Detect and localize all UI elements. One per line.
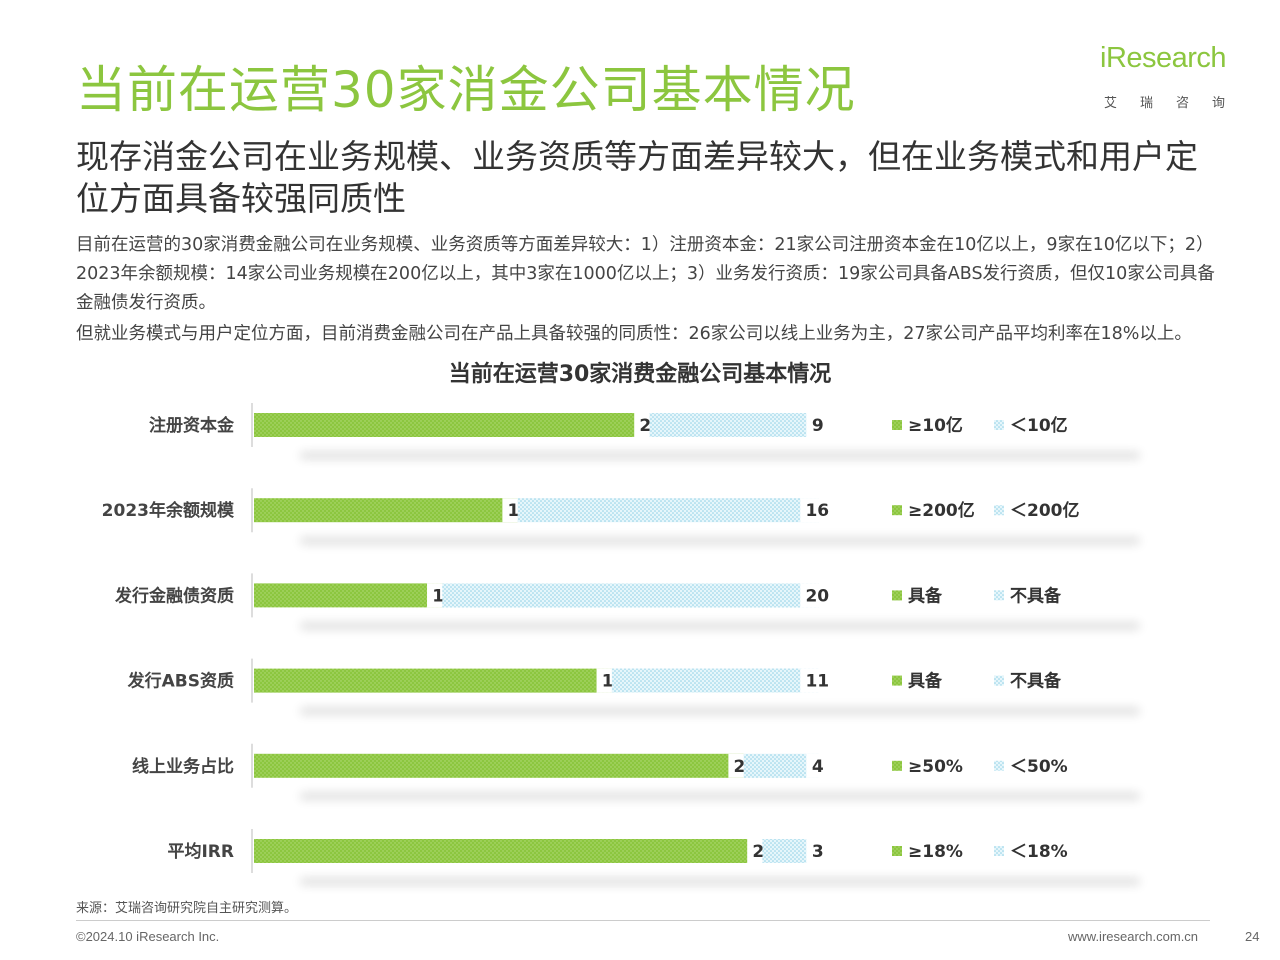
bar-segment-primary <box>254 668 612 693</box>
data-label: 16 <box>805 501 829 521</box>
data-label: 3 <box>812 842 824 862</box>
bar-segment-primary <box>254 498 518 523</box>
legend-label: 不具备 <box>1010 585 1062 606</box>
page-number: 24 <box>1245 929 1260 944</box>
bar-segment-secondary <box>611 668 819 693</box>
legend-swatch-secondary <box>994 675 1004 686</box>
data-label: 9 <box>812 416 824 436</box>
legend-swatch-primary <box>892 675 902 686</box>
category-label: 平均IRR <box>167 841 234 862</box>
bar-segment-primary <box>254 839 763 863</box>
row-shadow <box>300 707 1140 715</box>
legend-label: 具备 <box>907 585 943 606</box>
legend-swatch-primary <box>892 420 902 430</box>
category-label: 发行ABS资质 <box>127 671 234 692</box>
legend-swatch-secondary <box>994 846 1004 856</box>
logo-subtext: 艾瑞咨询 <box>1104 96 1249 111</box>
copyright: ©2024.10 iResearch Inc. <box>76 929 220 944</box>
data-label-box <box>800 498 835 523</box>
legend-swatch-secondary <box>994 505 1004 516</box>
legend-swatch-secondary <box>994 590 1004 601</box>
category-label: 2023年余额规模 <box>102 500 235 521</box>
chart-title: 当前在运营30家消费金融公司基本情况 <box>448 362 832 387</box>
row-shadow <box>300 878 1140 885</box>
page-subtitle: 现存消金公司在业务规模、业务资质等方面差异较大，但在业务模式和用户定位方面具备较… <box>76 137 1198 218</box>
page-title: 当前在运营30家消金公司基本情况 <box>76 61 856 119</box>
legend-label: ＜50% <box>1010 757 1068 777</box>
footer-divider <box>76 920 1210 921</box>
legend-swatch-primary <box>892 505 902 516</box>
bar-segment-secondary <box>442 583 819 608</box>
iresearch-logo: iResearch 艾瑞咨询 <box>1100 42 1250 114</box>
legend-label: ＜10亿 <box>1010 415 1068 436</box>
row-shadow <box>300 622 1140 630</box>
row-shadow <box>300 452 1140 459</box>
legend-swatch-secondary <box>994 760 1004 771</box>
legend-swatch-primary <box>892 846 902 856</box>
legend-label: ≥50% <box>908 757 963 777</box>
data-label: 20 <box>805 586 829 606</box>
bar-segment-primary <box>254 413 650 437</box>
legend-swatch-primary <box>892 590 902 601</box>
data-label-box <box>806 753 830 778</box>
data-label: 11 <box>805 672 829 692</box>
legend-label: ≥18% <box>908 842 963 862</box>
data-label-box <box>800 668 835 693</box>
website-link[interactable]: www.iresearch.com.cn <box>1068 929 1199 944</box>
legend-label: 具备 <box>907 671 943 692</box>
data-label-box <box>800 583 835 608</box>
legend-label: ＜200亿 <box>1010 500 1080 521</box>
bar-segment-secondary <box>649 413 819 437</box>
bar-segment-primary <box>254 583 443 608</box>
legend-label: ≥10亿 <box>908 415 963 436</box>
row-shadow <box>300 537 1140 545</box>
legend-label: 不具备 <box>1010 671 1062 692</box>
source-note: 来源：艾瑞咨询研究院自主研究测算。 <box>76 901 298 916</box>
data-label: 4 <box>812 757 824 777</box>
logo-text: iResearch <box>1100 42 1227 74</box>
row-shadow <box>300 792 1140 800</box>
category-label: 注册资本金 <box>149 415 235 436</box>
legend-label: ≥200亿 <box>908 500 975 521</box>
category-label: 发行金融债资质 <box>114 585 234 606</box>
legend-swatch-secondary <box>994 420 1004 430</box>
bar-segment-primary <box>254 753 744 778</box>
category-label: 线上业务占比 <box>132 756 234 777</box>
description-paragraph-2: 但就业务模式与用户定位方面，目前消费金融公司在产品上具备较强的同质性：26家公司… <box>76 324 1192 344</box>
data-label-box <box>806 839 830 863</box>
legend-label: ＜18% <box>1010 842 1068 862</box>
data-label-box <box>806 413 830 437</box>
bar-segment-secondary <box>517 498 819 523</box>
description-paragraph-1: 目前在运营的30家消费金融公司在业务规模、业务资质等方面差异较大：1）注册资本金… <box>76 235 1215 313</box>
legend-swatch-primary <box>892 760 902 771</box>
